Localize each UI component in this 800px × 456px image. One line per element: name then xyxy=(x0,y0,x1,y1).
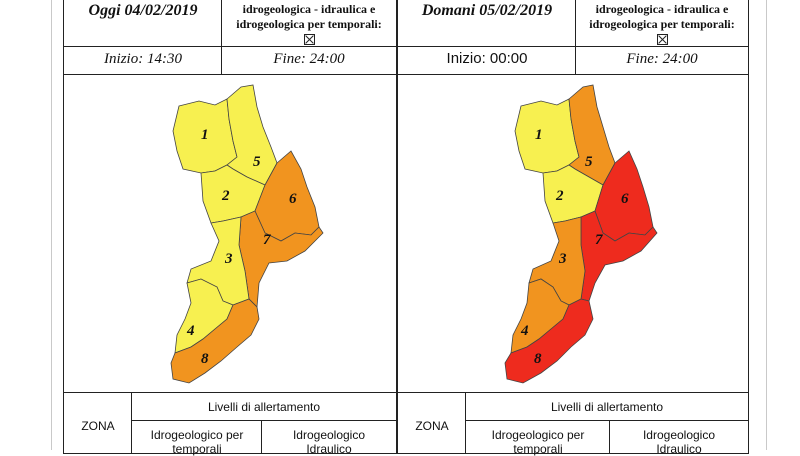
zona-header-today: ZONA xyxy=(81,419,115,433)
start-time-tomorrow: Inizio: 00:00 xyxy=(446,50,528,67)
alert-line2-tomorrow: idrogeologica per temporali: xyxy=(589,17,735,31)
zone-label-8: 8 xyxy=(201,351,209,367)
end-time-today: Fine: 24:00 xyxy=(273,51,345,67)
zone-label-3: 3 xyxy=(224,251,233,267)
start-time-today: Inizio: 14:30 xyxy=(104,51,182,67)
levels-header-tomorrow: Livelli di allertamento xyxy=(550,400,664,414)
page-edge-left xyxy=(51,0,52,450)
zone-label-5: 5 xyxy=(585,154,593,170)
alert-checkbox-today[interactable] xyxy=(303,34,315,45)
col2-header-cell-tomorrow: Idrogeologico Idraulico xyxy=(609,420,749,456)
date-tomorrow: Domani 05/02/2019 xyxy=(421,2,553,19)
end-cell-today: Fine: 24:00 xyxy=(221,46,397,76)
calabria-map-tomorrow: 1 2 3 4 5 6 7 8 xyxy=(504,84,658,384)
zone-label-7: 7 xyxy=(263,232,271,248)
zone-label-1: 1 xyxy=(535,127,543,143)
zone-label-2: 2 xyxy=(221,188,230,204)
zone-label-1: 1 xyxy=(201,127,209,143)
panel-today: Oggi 04/02/2019 idrogeologica - idraulic… xyxy=(63,0,397,456)
zona-header-cell-tomorrow: ZONA xyxy=(397,392,467,454)
col1-header-line2-tomorrow: temporali xyxy=(513,442,563,456)
date-today: Oggi 04/02/2019 xyxy=(88,2,198,19)
alert-line1-tomorrow: idrogeologica - idraulica e xyxy=(595,2,729,16)
map-cell-today: 1 2 3 4 5 6 7 8 xyxy=(63,74,397,394)
alert-cell-tomorrow: idrogeologica - idraulica e idrogeologic… xyxy=(575,0,749,48)
start-cell-tomorrow: Inizio: 00:00 xyxy=(397,46,577,76)
alert-cell-today: idrogeologica - idraulica e idrogeologic… xyxy=(221,0,397,48)
zone-label-2: 2 xyxy=(555,188,564,204)
date-cell-tomorrow: Domani 05/02/2019 xyxy=(397,0,577,48)
zone-1-area xyxy=(514,98,580,174)
zone-label-4: 4 xyxy=(520,323,529,339)
zone-label-3: 3 xyxy=(558,251,567,267)
alert-bulletin: Oggi 04/02/2019 idrogeologica - idraulic… xyxy=(63,0,749,456)
zone-label-7: 7 xyxy=(595,232,603,248)
levels-header-cell-tomorrow: Livelli di allertamento xyxy=(465,392,749,422)
col1-header-line1-tomorrow: Idrogeologico per xyxy=(491,428,585,442)
zone-label-6: 6 xyxy=(289,191,297,207)
col2-header-line1-today: Idrogeologico xyxy=(292,428,366,442)
col1-header-cell-tomorrow: Idrogeologico per temporali xyxy=(465,420,611,456)
end-cell-tomorrow: Fine: 24:00 xyxy=(575,46,749,76)
zone-label-8: 8 xyxy=(534,351,542,367)
col1-header-line1-today: Idrogeologico per xyxy=(150,428,244,442)
map-cell-tomorrow: 1 2 3 4 5 6 7 8 xyxy=(397,74,749,394)
zona-header-tomorrow: ZONA xyxy=(415,419,449,433)
zone-8-area xyxy=(504,298,594,384)
end-time-tomorrow: Fine: 24:00 xyxy=(626,51,698,67)
col2-header-line2-tomorrow: Idraulico xyxy=(656,442,702,456)
alert-line1-today: idrogeologica - idraulica e xyxy=(242,2,376,16)
levels-header-today: Livelli di allertamento xyxy=(207,400,321,414)
col2-header-line1-tomorrow: Idrogeologico xyxy=(642,428,716,442)
date-cell-today: Oggi 04/02/2019 xyxy=(63,0,223,48)
panel-tomorrow: Domani 05/02/2019 idrogeologica - idraul… xyxy=(397,0,749,456)
col2-header-cell-today: Idrogeologico Idraulico xyxy=(261,420,397,456)
calabria-map-today: 1 2 3 4 5 6 7 8 xyxy=(170,84,324,384)
page-edge-right xyxy=(766,0,767,450)
zone-8-area xyxy=(170,298,260,384)
alert-line2-today: idrogeologica per temporali: xyxy=(236,17,382,31)
zone-label-6: 6 xyxy=(621,191,629,207)
alert-checkbox-tomorrow[interactable] xyxy=(656,34,668,45)
col2-header-line2-today: Idraulico xyxy=(306,442,352,456)
zone-label-4: 4 xyxy=(186,323,195,339)
start-cell-today: Inizio: 14:30 xyxy=(63,46,223,76)
zona-header-cell-today: ZONA xyxy=(63,392,133,454)
zone-label-5: 5 xyxy=(253,154,261,170)
col1-header-cell-today: Idrogeologico per temporali xyxy=(131,420,263,456)
levels-header-cell-today: Livelli di allertamento xyxy=(131,392,397,422)
col1-header-line2-today: temporali xyxy=(172,442,222,456)
